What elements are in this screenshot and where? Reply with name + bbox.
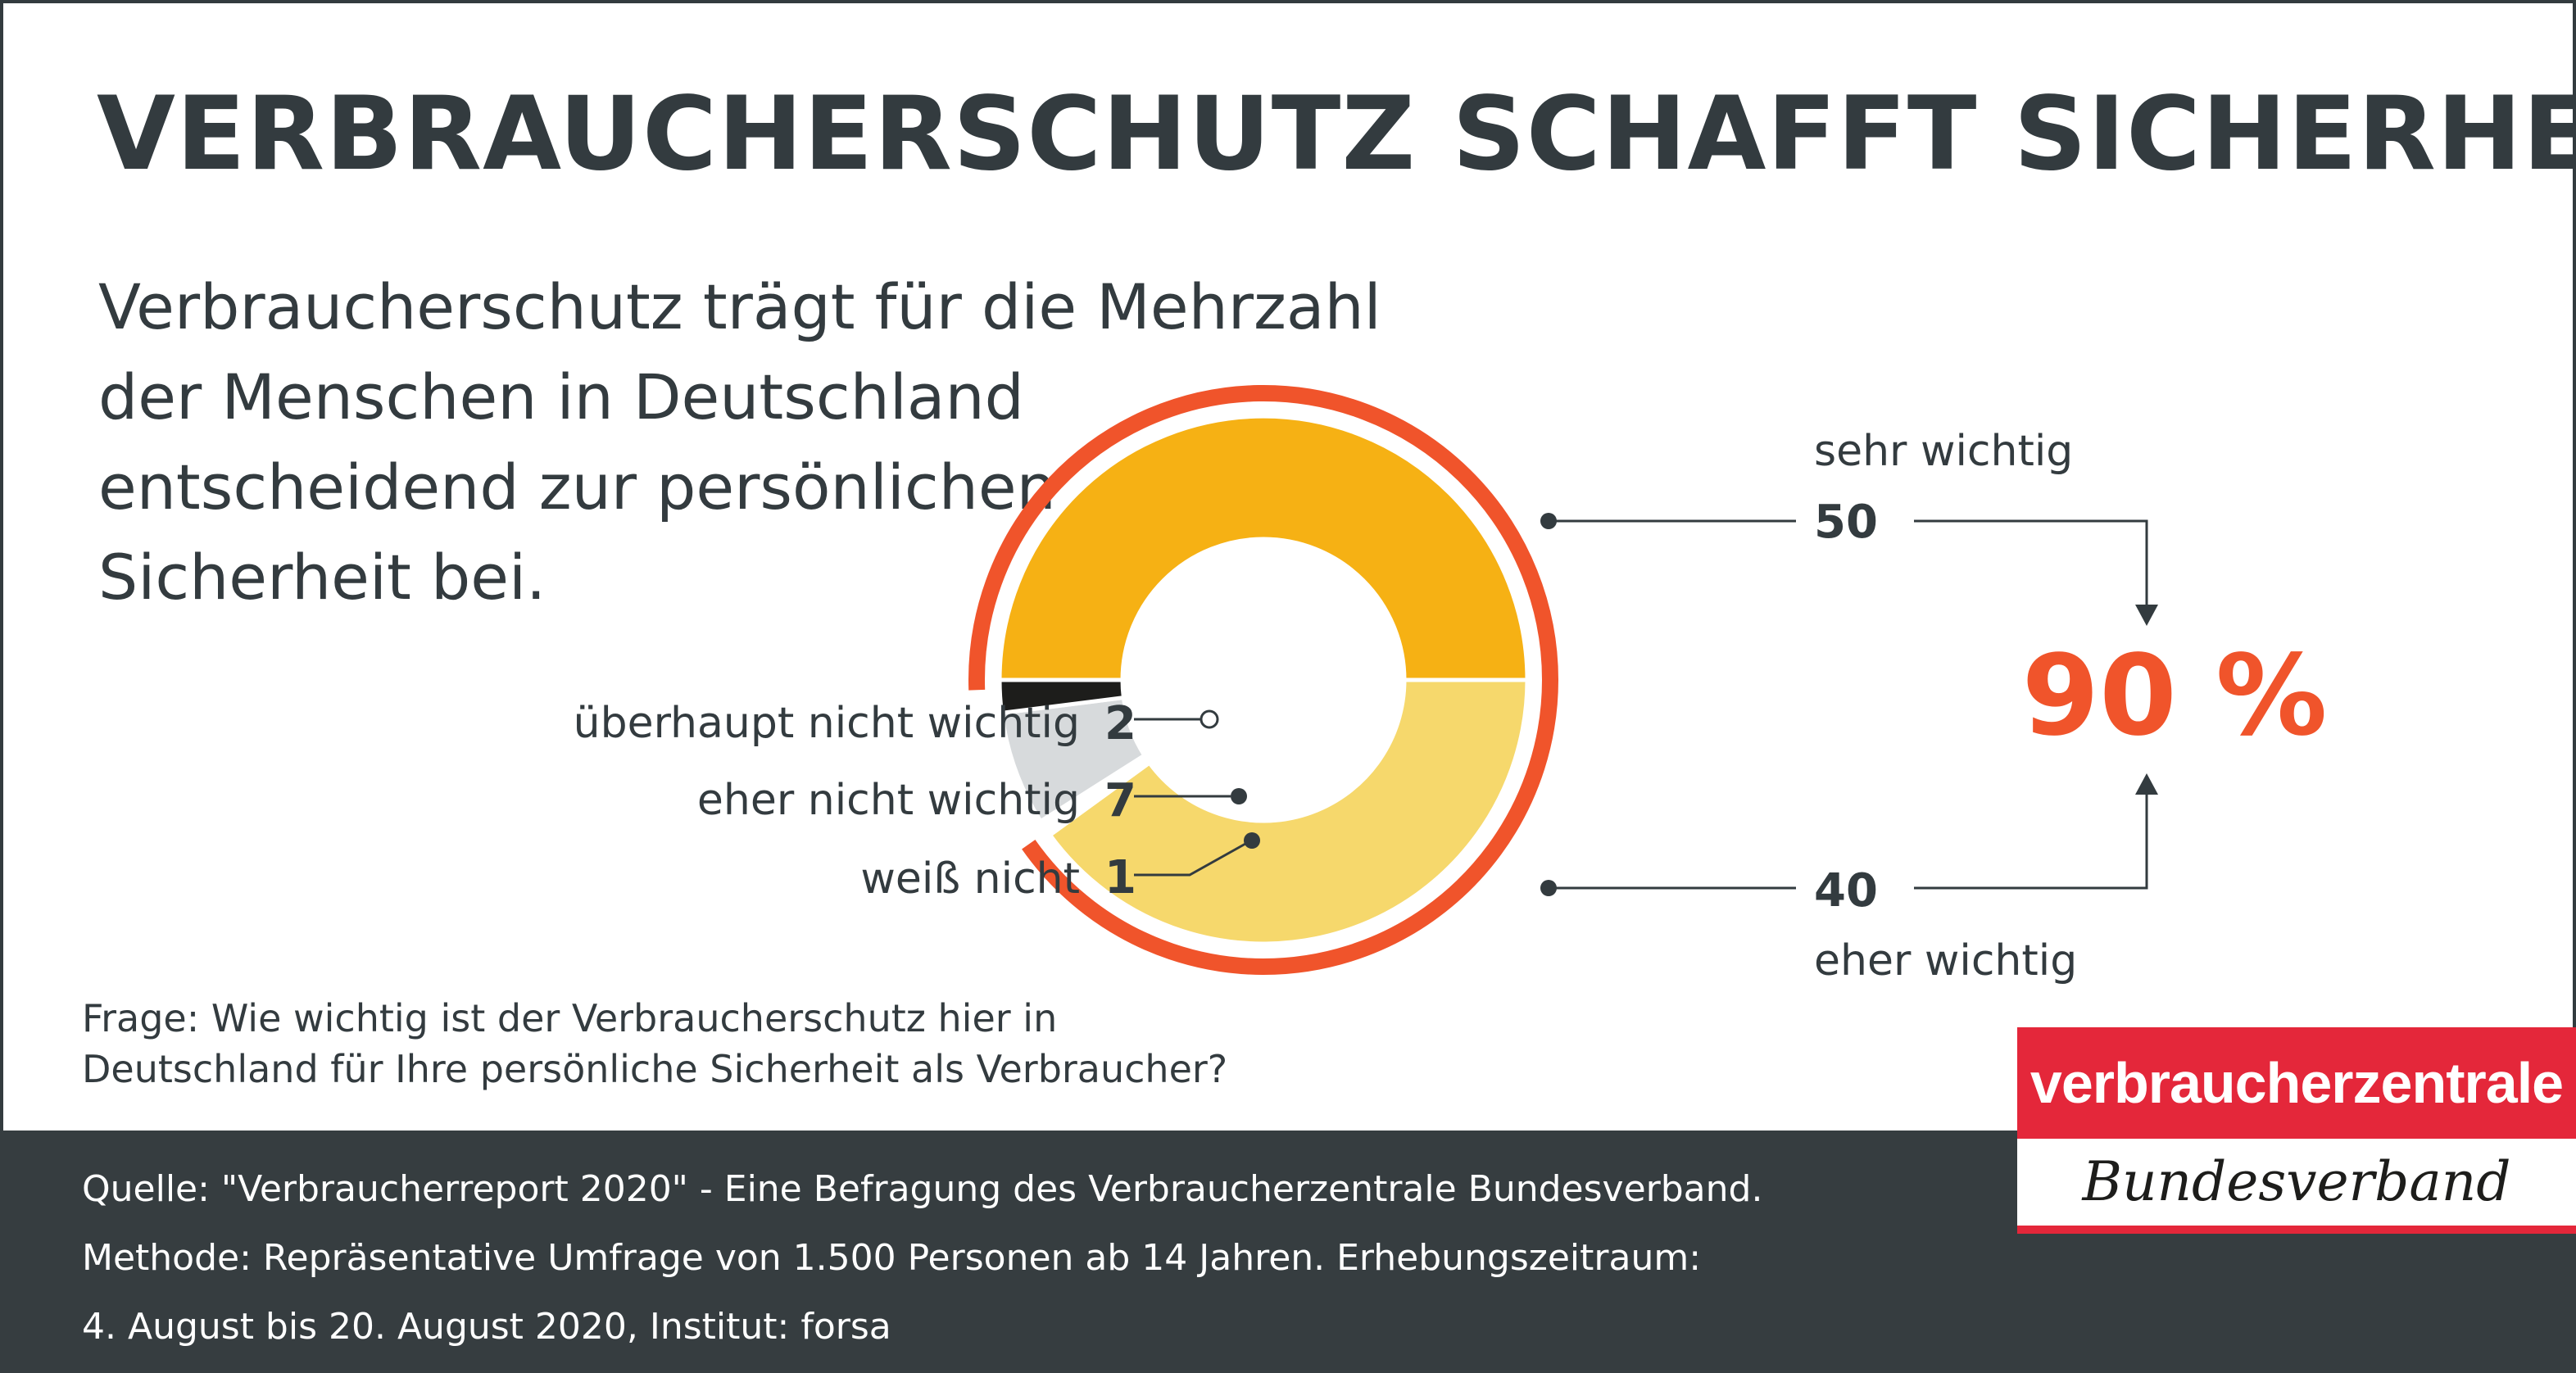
logo-red-stripe [2017, 1226, 2576, 1234]
source-line: 4. August bis 20. August 2020, Institut:… [82, 1306, 891, 1348]
label-name-ueberhaupt-nicht-wichtig: überhaupt nicht wichtig [574, 699, 1080, 748]
label-value-eher-nicht-wichtig: 7 [1104, 774, 1136, 827]
question-line: Frage: Wie wichtig ist der Verbrauchersc… [82, 996, 1058, 1040]
source-text: Quelle: "Verbraucherreport 2020" - Eine … [82, 1155, 1762, 1362]
slice-eher-wichtig [1047, 677, 1530, 946]
dot-eher-nicht-wichtig [1231, 788, 1247, 804]
question-line: Deutschland für Ihre persönliche Sicherh… [82, 1047, 1228, 1091]
source-line: Quelle: "Verbraucherreport 2020" - Eine … [82, 1168, 1763, 1210]
slice-uberhaupt-nicht-wichtig [997, 677, 1127, 716]
label-name-sehr-wichtig: sehr wichtig [1814, 427, 2073, 476]
highlight-arc-sehr-wichtig [968, 385, 1558, 691]
label-value-weiss-nicht: 1 [1104, 851, 1136, 904]
dot-weiss-nicht [1244, 832, 1260, 849]
subtitle-line: der Menschen in Deutschland [98, 360, 1024, 433]
subtitle: Verbraucherschutz trägt für die Mehrzahl… [98, 262, 1491, 623]
donut-chart: sehr wichtig 50 40 eher wichtig 90 % überhaup… [574, 385, 2328, 986]
total-percentage: 90 % [2022, 632, 2328, 761]
chart-slices [997, 414, 1530, 946]
frame-top-border [0, 0, 2576, 3]
label-value-sehr-wichtig: 50 [1814, 496, 1878, 549]
dot-ueberhaupt-nicht-wichtig [1200, 709, 1219, 729]
subtitle-line: Sicherheit bei. [98, 541, 546, 614]
verbraucherzentrale-logo: verbraucherzentrale Bundesverband [2017, 1027, 2576, 1234]
slice-sehr-wichtig [997, 414, 1530, 682]
label-value-ueberhaupt-nicht-wichtig: 2 [1104, 697, 1136, 750]
subtitle-line: Verbraucherschutz trägt für die Mehrzahl [98, 270, 1381, 343]
label-value-eher-wichtig: 40 [1814, 864, 1878, 918]
page-title: VERBRAUCHERSCHUTZ SCHAFFT SICHERHEIT [97, 75, 2576, 193]
highlight-arc-eher-wichtig [1022, 679, 1558, 975]
bracket-top [1914, 519, 2148, 613]
arrow-up-icon [2135, 773, 2158, 795]
chart-labels: sehr wichtig 50 40 eher wichtig 90 % überhaup… [574, 427, 2328, 986]
leader-weiss-nicht [1134, 842, 1246, 877]
arrow-down-icon [2135, 605, 2158, 626]
logo-brand-text: verbraucherzentrale [2030, 1051, 2564, 1115]
bracket-bottom [1914, 788, 2148, 890]
frame-left-border [0, 0, 3, 1131]
label-name-eher-nicht-wichtig: eher nicht wichtig [697, 776, 1080, 825]
label-name-eher-wichtig: eher wichtig [1814, 936, 2077, 986]
logo-sub-text: Bundesverband [2082, 1150, 2511, 1213]
chart-leader-lines [1134, 513, 2158, 896]
label-name-weiss-nicht: weiß nicht [860, 854, 1080, 904]
chart-outer-arcs [968, 385, 1558, 975]
logo-red-band [2017, 1027, 2576, 1139]
source-line: Methode: Repräsentative Umfrage von 1.50… [82, 1237, 1702, 1279]
subtitle-line: entscheidend zur persönlichen [98, 451, 1056, 523]
question-text: Frage: Wie wichtig ist der Verbrauchersc… [82, 993, 1227, 1094]
frame-right-border [2573, 0, 2576, 1131]
